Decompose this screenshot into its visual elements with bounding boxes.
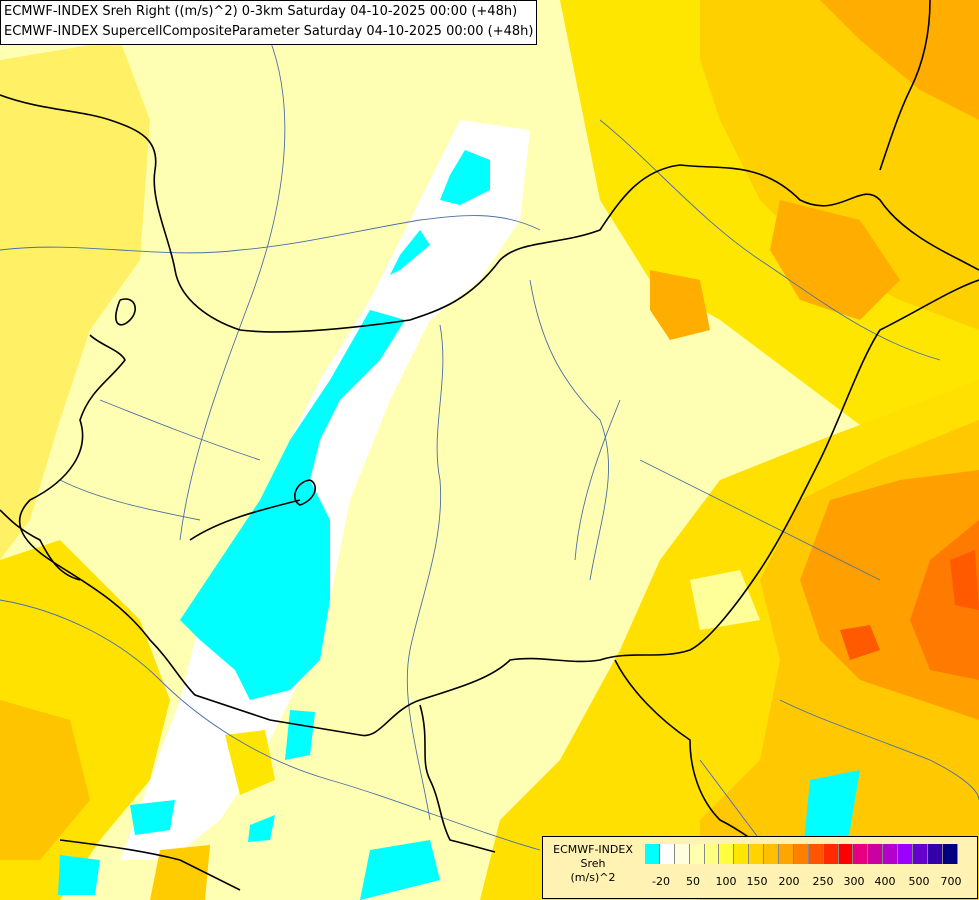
legend-swatch: [689, 844, 705, 864]
legend-swatch: [898, 844, 914, 864]
legend-swatch: [779, 844, 794, 864]
legend-label: -20: [652, 875, 670, 888]
southeast-pale-patch: [690, 570, 760, 630]
legend-swatch: [659, 844, 675, 864]
legend-swatch: [734, 844, 750, 864]
legend-label: 150: [746, 875, 768, 888]
southeast-red-patch: [950, 550, 979, 610]
legend-label: 500: [908, 875, 930, 888]
yellow-patch-south-2: [150, 845, 210, 900]
legend-swatch: [913, 844, 928, 864]
northeast-orange-patch-2: [770, 200, 900, 320]
title-line-1: ECMWF-INDEX Sreh Right ((m/s)^2) 0-3km S…: [4, 4, 518, 19]
yellow-patch-south-1: [225, 730, 275, 795]
legend-swatch: [704, 844, 720, 864]
legend-title-line-2: Sreh: [580, 857, 606, 870]
cyan-patch-south-5: [248, 815, 275, 842]
legend-label: 50: [686, 875, 700, 888]
legend-label: 300: [843, 875, 865, 888]
legend-label: 400: [874, 875, 896, 888]
legend-label: 700: [940, 875, 962, 888]
legend-swatch: [645, 844, 660, 864]
color-legend: ECMWF-INDEX Sreh (m/s)^2 -20 50 100 150 200 2…: [542, 836, 978, 899]
legend-title-line-3: (m/s)^2: [570, 871, 616, 884]
legend-label: 200: [778, 875, 800, 888]
cyan-streak-main: [180, 310, 405, 700]
legend-swatch: [719, 844, 735, 864]
legend-title-line-1: ECMWF-INDEX: [553, 843, 633, 856]
title-line-2: ECMWF-INDEX SupercellCompositeParameter …: [4, 24, 534, 39]
northeast-orange-patch-3: [650, 270, 710, 340]
cyan-streak-upper: [390, 230, 430, 275]
cyan-patch-south-3: [58, 855, 100, 895]
southeast-red-patch-2: [840, 625, 880, 660]
west-yellow-field: [0, 40, 150, 560]
southwest-gold-field: [0, 700, 90, 860]
cyan-patch-south-1: [285, 710, 315, 760]
white-streak: [120, 120, 530, 860]
legend-swatches: [645, 844, 958, 864]
legend-swatch: [868, 844, 884, 864]
legend-swatch: [838, 844, 854, 864]
rivers: [0, 39, 979, 881]
legend-swatch: [674, 844, 690, 864]
map-title-box: ECMWF-INDEX Sreh Right ((m/s)^2) 0-3km S…: [0, 0, 538, 45]
legend-swatch: [927, 844, 943, 864]
legend-swatch: [808, 844, 824, 864]
cyan-streak-north: [440, 150, 490, 205]
northeast-gold-field: [700, 0, 979, 330]
legend-swatch: [853, 844, 869, 864]
legend-title: ECMWF-INDEX Sreh (m/s)^2: [547, 843, 639, 885]
legend-swatch: [793, 844, 809, 864]
legend-swatch: [883, 844, 899, 864]
legend-swatch: [749, 844, 765, 864]
legend-swatch: [823, 844, 839, 864]
cyan-patch-south-2: [130, 800, 175, 835]
legend-swatch: [764, 844, 780, 864]
legend-swatch: [942, 844, 958, 864]
legend-labels: -20 50 100 150 200 250 300 400 500 700: [643, 875, 973, 889]
legend-label: 100: [715, 875, 737, 888]
northeast-orange-patch: [820, 0, 979, 120]
cyan-patch-south-4: [360, 840, 440, 900]
legend-label: 250: [812, 875, 834, 888]
